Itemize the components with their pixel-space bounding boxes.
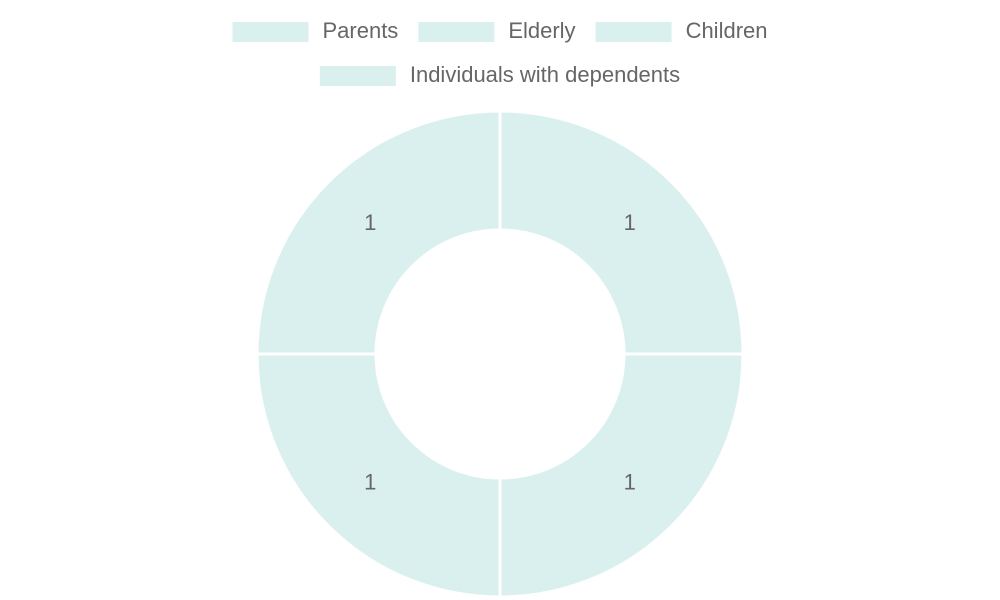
- legend-swatch: [319, 66, 396, 86]
- doughnut-segment: [498, 352, 745, 599]
- legend-label: Children: [686, 18, 768, 43]
- legend-item: Elderly: [418, 18, 576, 43]
- legend-swatch: [595, 22, 672, 42]
- legend-item: Children: [595, 18, 768, 43]
- doughnut-segment: [255, 352, 502, 599]
- legend-swatch: [418, 22, 495, 42]
- data-label: 1: [364, 210, 376, 235]
- data-label: 1: [624, 210, 636, 235]
- legend-label: Parents: [322, 18, 398, 43]
- doughnut-segment: [498, 109, 745, 356]
- legend-label: Elderly: [508, 18, 575, 43]
- legend-item: Parents: [232, 18, 398, 43]
- doughnut-segment: [255, 109, 502, 356]
- data-label: 1: [624, 470, 636, 495]
- legend-item: Individuals with dependents: [319, 62, 680, 87]
- legend-swatch: [232, 22, 309, 42]
- data-label: 1: [364, 470, 376, 495]
- legend-label: Individuals with dependents: [410, 62, 680, 87]
